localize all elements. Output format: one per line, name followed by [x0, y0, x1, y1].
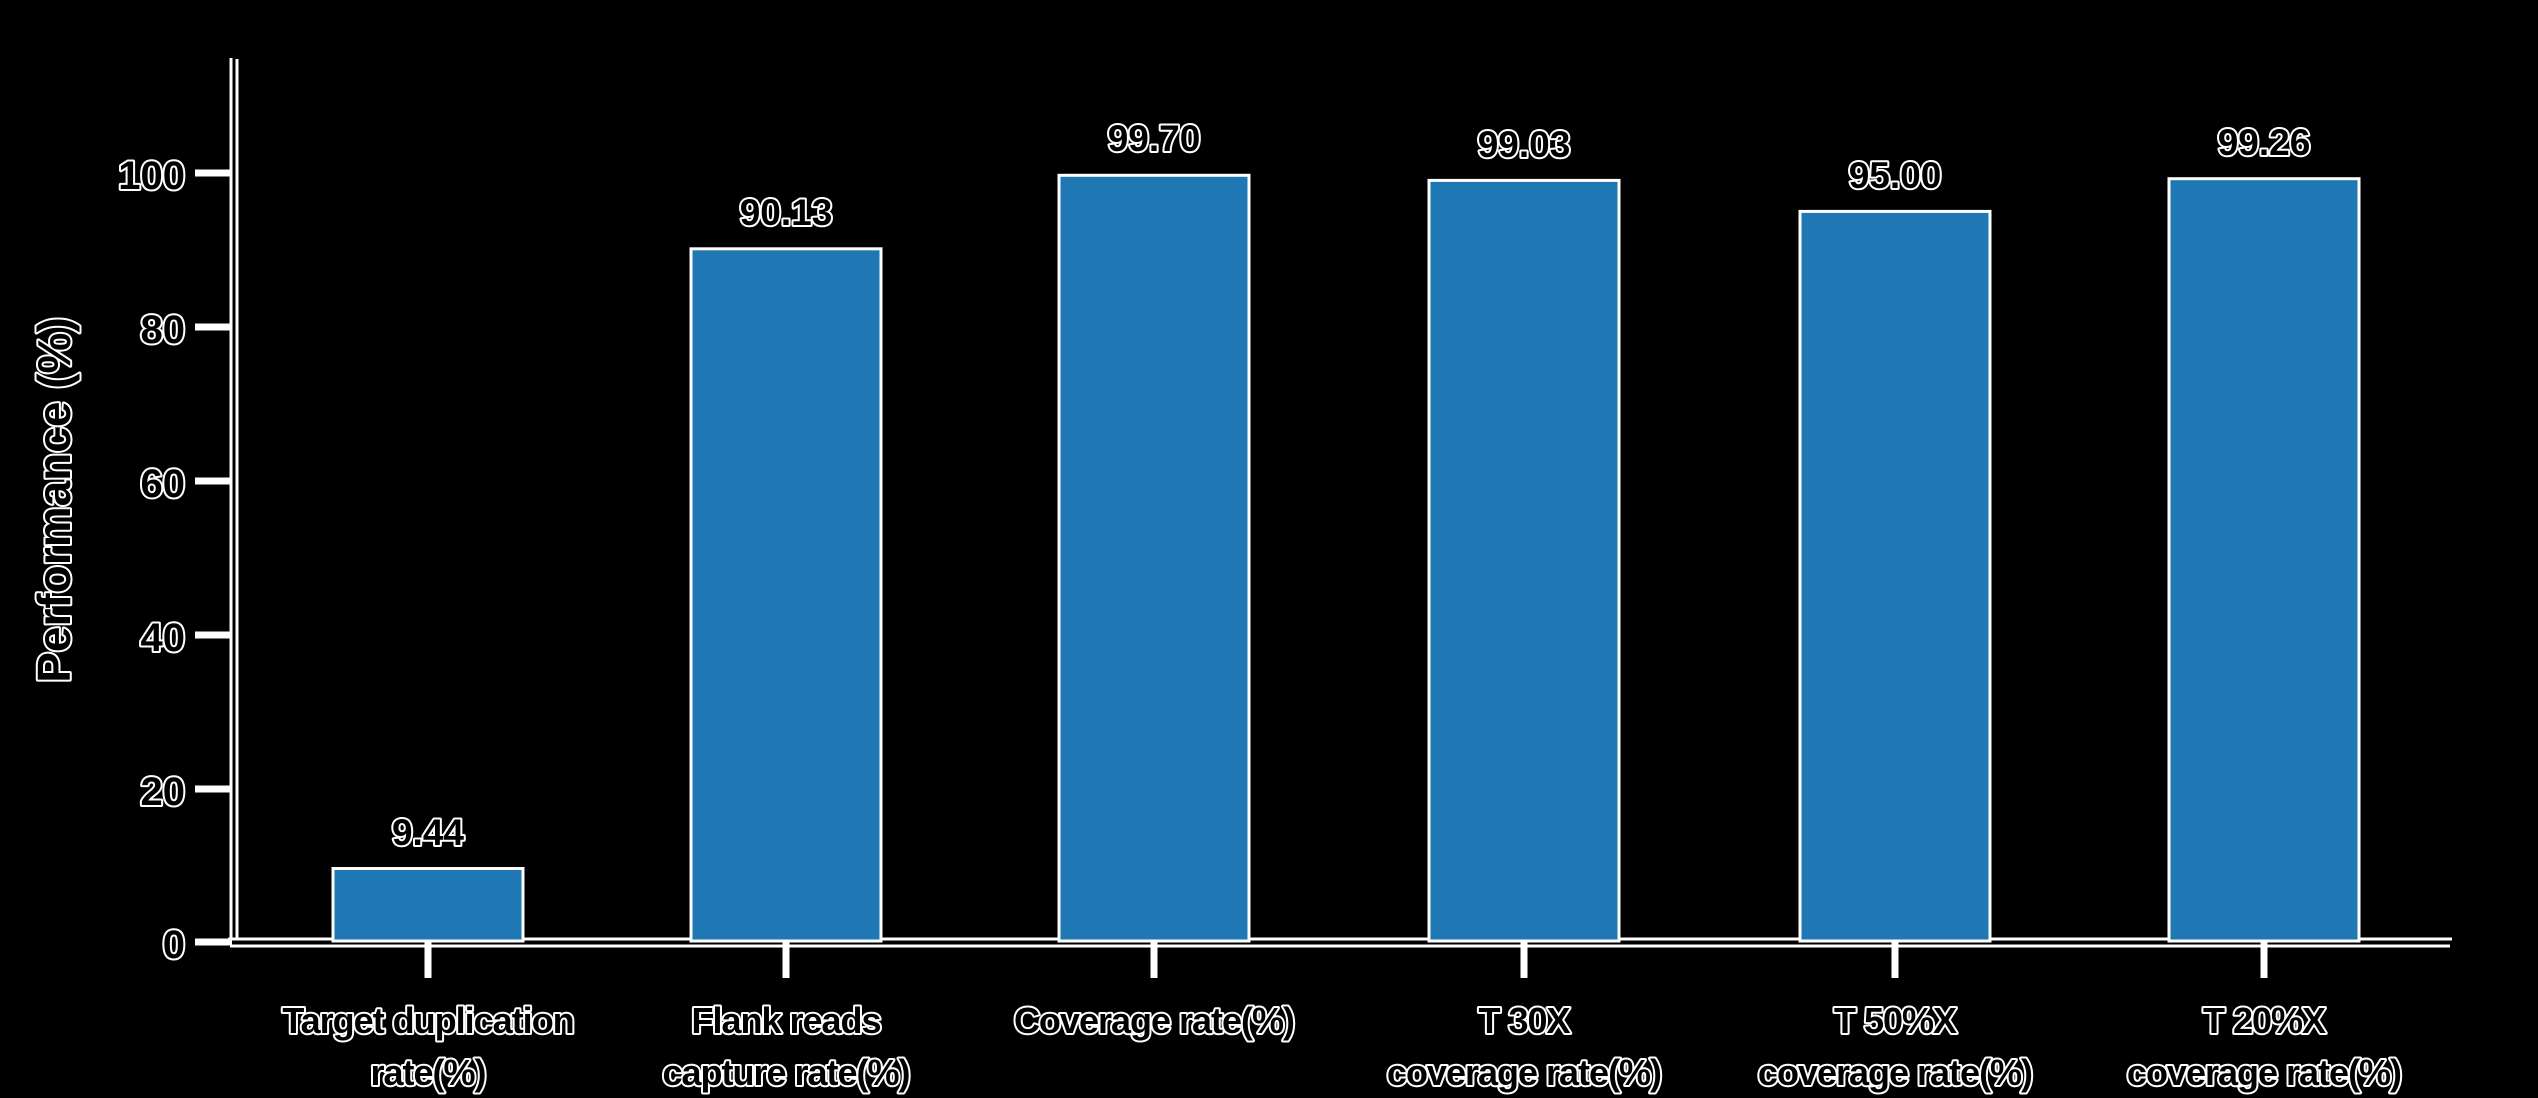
svg-text:T 30X: T 30X — [1478, 1000, 1570, 1041]
svg-text:T 50%X: T 50%X — [1834, 1000, 1957, 1041]
svg-text:Flank reads: Flank reads — [691, 1000, 880, 1041]
svg-text:coverage rate(%): coverage rate(%) — [1387, 1052, 1661, 1093]
svg-text:capture rate(%): capture rate(%) — [662, 1052, 909, 1093]
svg-text:99.70: 99.70 — [1108, 118, 1201, 159]
svg-text:T 20%X: T 20%X — [2203, 1000, 2326, 1041]
svg-text:60: 60 — [141, 462, 186, 506]
svg-text:90.13: 90.13 — [740, 192, 833, 233]
svg-text:0: 0 — [163, 923, 185, 967]
svg-text:40: 40 — [141, 616, 186, 660]
svg-text:Coverage rate(%): Coverage rate(%) — [1014, 1000, 1294, 1041]
svg-text:rate(%): rate(%) — [370, 1052, 485, 1093]
svg-text:Target duplication: Target duplication — [282, 1000, 573, 1041]
svg-text:99.03: 99.03 — [1478, 124, 1571, 165]
svg-text:9.44: 9.44 — [392, 812, 464, 853]
svg-text:coverage rate(%): coverage rate(%) — [1758, 1052, 2032, 1093]
svg-text:coverage rate(%): coverage rate(%) — [2127, 1052, 2401, 1093]
svg-text:Performance (%): Performance (%) — [28, 317, 80, 683]
svg-text:20: 20 — [141, 770, 186, 814]
svg-text:99.26: 99.26 — [2218, 122, 2311, 163]
svg-text:100: 100 — [118, 154, 185, 198]
svg-text:80: 80 — [141, 308, 186, 352]
svg-text:95.00: 95.00 — [1849, 155, 1942, 196]
